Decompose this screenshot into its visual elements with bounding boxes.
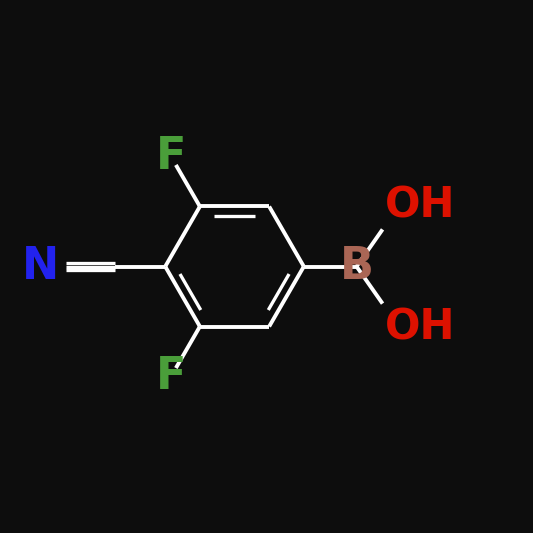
- Text: N: N: [22, 245, 59, 288]
- Text: F: F: [156, 355, 186, 398]
- Text: OH: OH: [385, 306, 456, 348]
- Text: B: B: [340, 245, 374, 288]
- Text: F: F: [156, 135, 186, 178]
- Text: OH: OH: [385, 185, 456, 227]
